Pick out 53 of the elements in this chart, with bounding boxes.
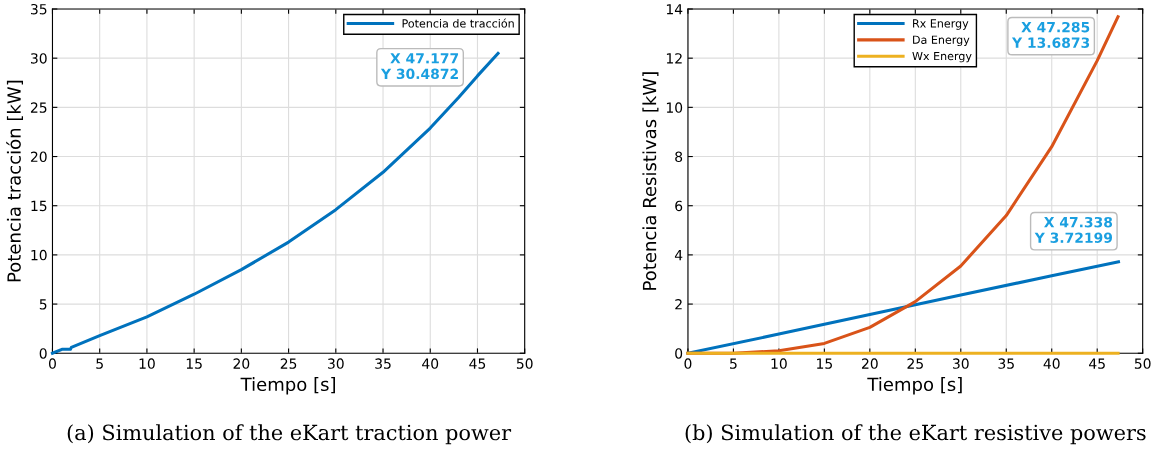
x-tick-label: 35 [375,358,391,369]
y-tick-label: 0 [39,348,47,359]
x-tick-label: 15 [817,358,832,369]
y-tick-label: 25 [30,102,47,113]
x-tick-label: 10 [771,358,787,369]
annotation: X 47.285 Y 13.6873 [1011,21,1090,48]
y-tick-label: 30 [30,53,47,64]
y-axis-title: Potencia Resistivas [kW] [642,72,659,290]
line-series [686,260,1120,355]
x-tick-label: 5 [96,358,103,369]
y-tick-label: 15 [31,200,47,212]
x-tick-label: 5 [730,358,737,369]
x-tick-label: 20 [862,358,878,369]
x-tick-label: 0 [684,358,692,369]
x-tick-label: 35 [998,358,1014,369]
x-tick-label: 25 [907,358,923,369]
x-tick-label: 30 [328,358,344,369]
x-tick-label: 20 [233,358,250,369]
y-tick-label: 4 [674,250,683,261]
x-tick-label: 0 [48,358,56,369]
legend-label: Potencia de tracción [402,18,514,28]
x-axis-title: Tiempo [s] [240,377,335,395]
x-tick-label: 50 [1134,358,1151,369]
x-tick-label: 30 [953,358,969,369]
legend-label: Wx Energy [912,51,972,63]
annotation: X 47.177 Y 30.4872 [380,53,459,80]
y-tick-label: 6 [675,200,683,212]
y-tick-label: 14 [666,4,683,15]
y-tick-label: 10 [666,102,683,113]
y-axis-title: Potencia tracción [kW] [6,80,24,282]
y-tick-label: 0 [675,348,683,359]
legend-label: Rx Energy [913,19,969,30]
x-tick-label: 45 [1089,358,1105,369]
text: (b) Simulation of the eKart resistive powers [685,424,1146,445]
y-tick-label: 12 [666,53,682,64]
y-tick-label: 35 [30,3,47,15]
x-tick-label: 15 [186,358,202,369]
x-axis-title: Tiempo [s] [867,377,962,395]
x-tick-label: 40 [422,358,439,369]
y-tick-label: 8 [675,151,683,163]
x-tick-label: 50 [516,358,533,369]
x-tick-label: 45 [469,358,486,369]
line-series [50,51,500,355]
annotation: X 47.338 Y 3.72199 [1034,216,1113,243]
x-tick-label: 25 [280,358,297,369]
text: (a) Simulation of the eKart traction power [67,424,512,445]
x-tick-label: 10 [139,358,155,369]
x-tick-label: 40 [1043,358,1060,369]
y-tick-label: 20 [30,151,47,163]
y-tick-label: 10 [31,249,47,261]
y-tick-label: 5 [39,299,47,310]
y-tick-label: 2 [675,299,682,310]
legend-label: Da Energy [913,35,970,47]
